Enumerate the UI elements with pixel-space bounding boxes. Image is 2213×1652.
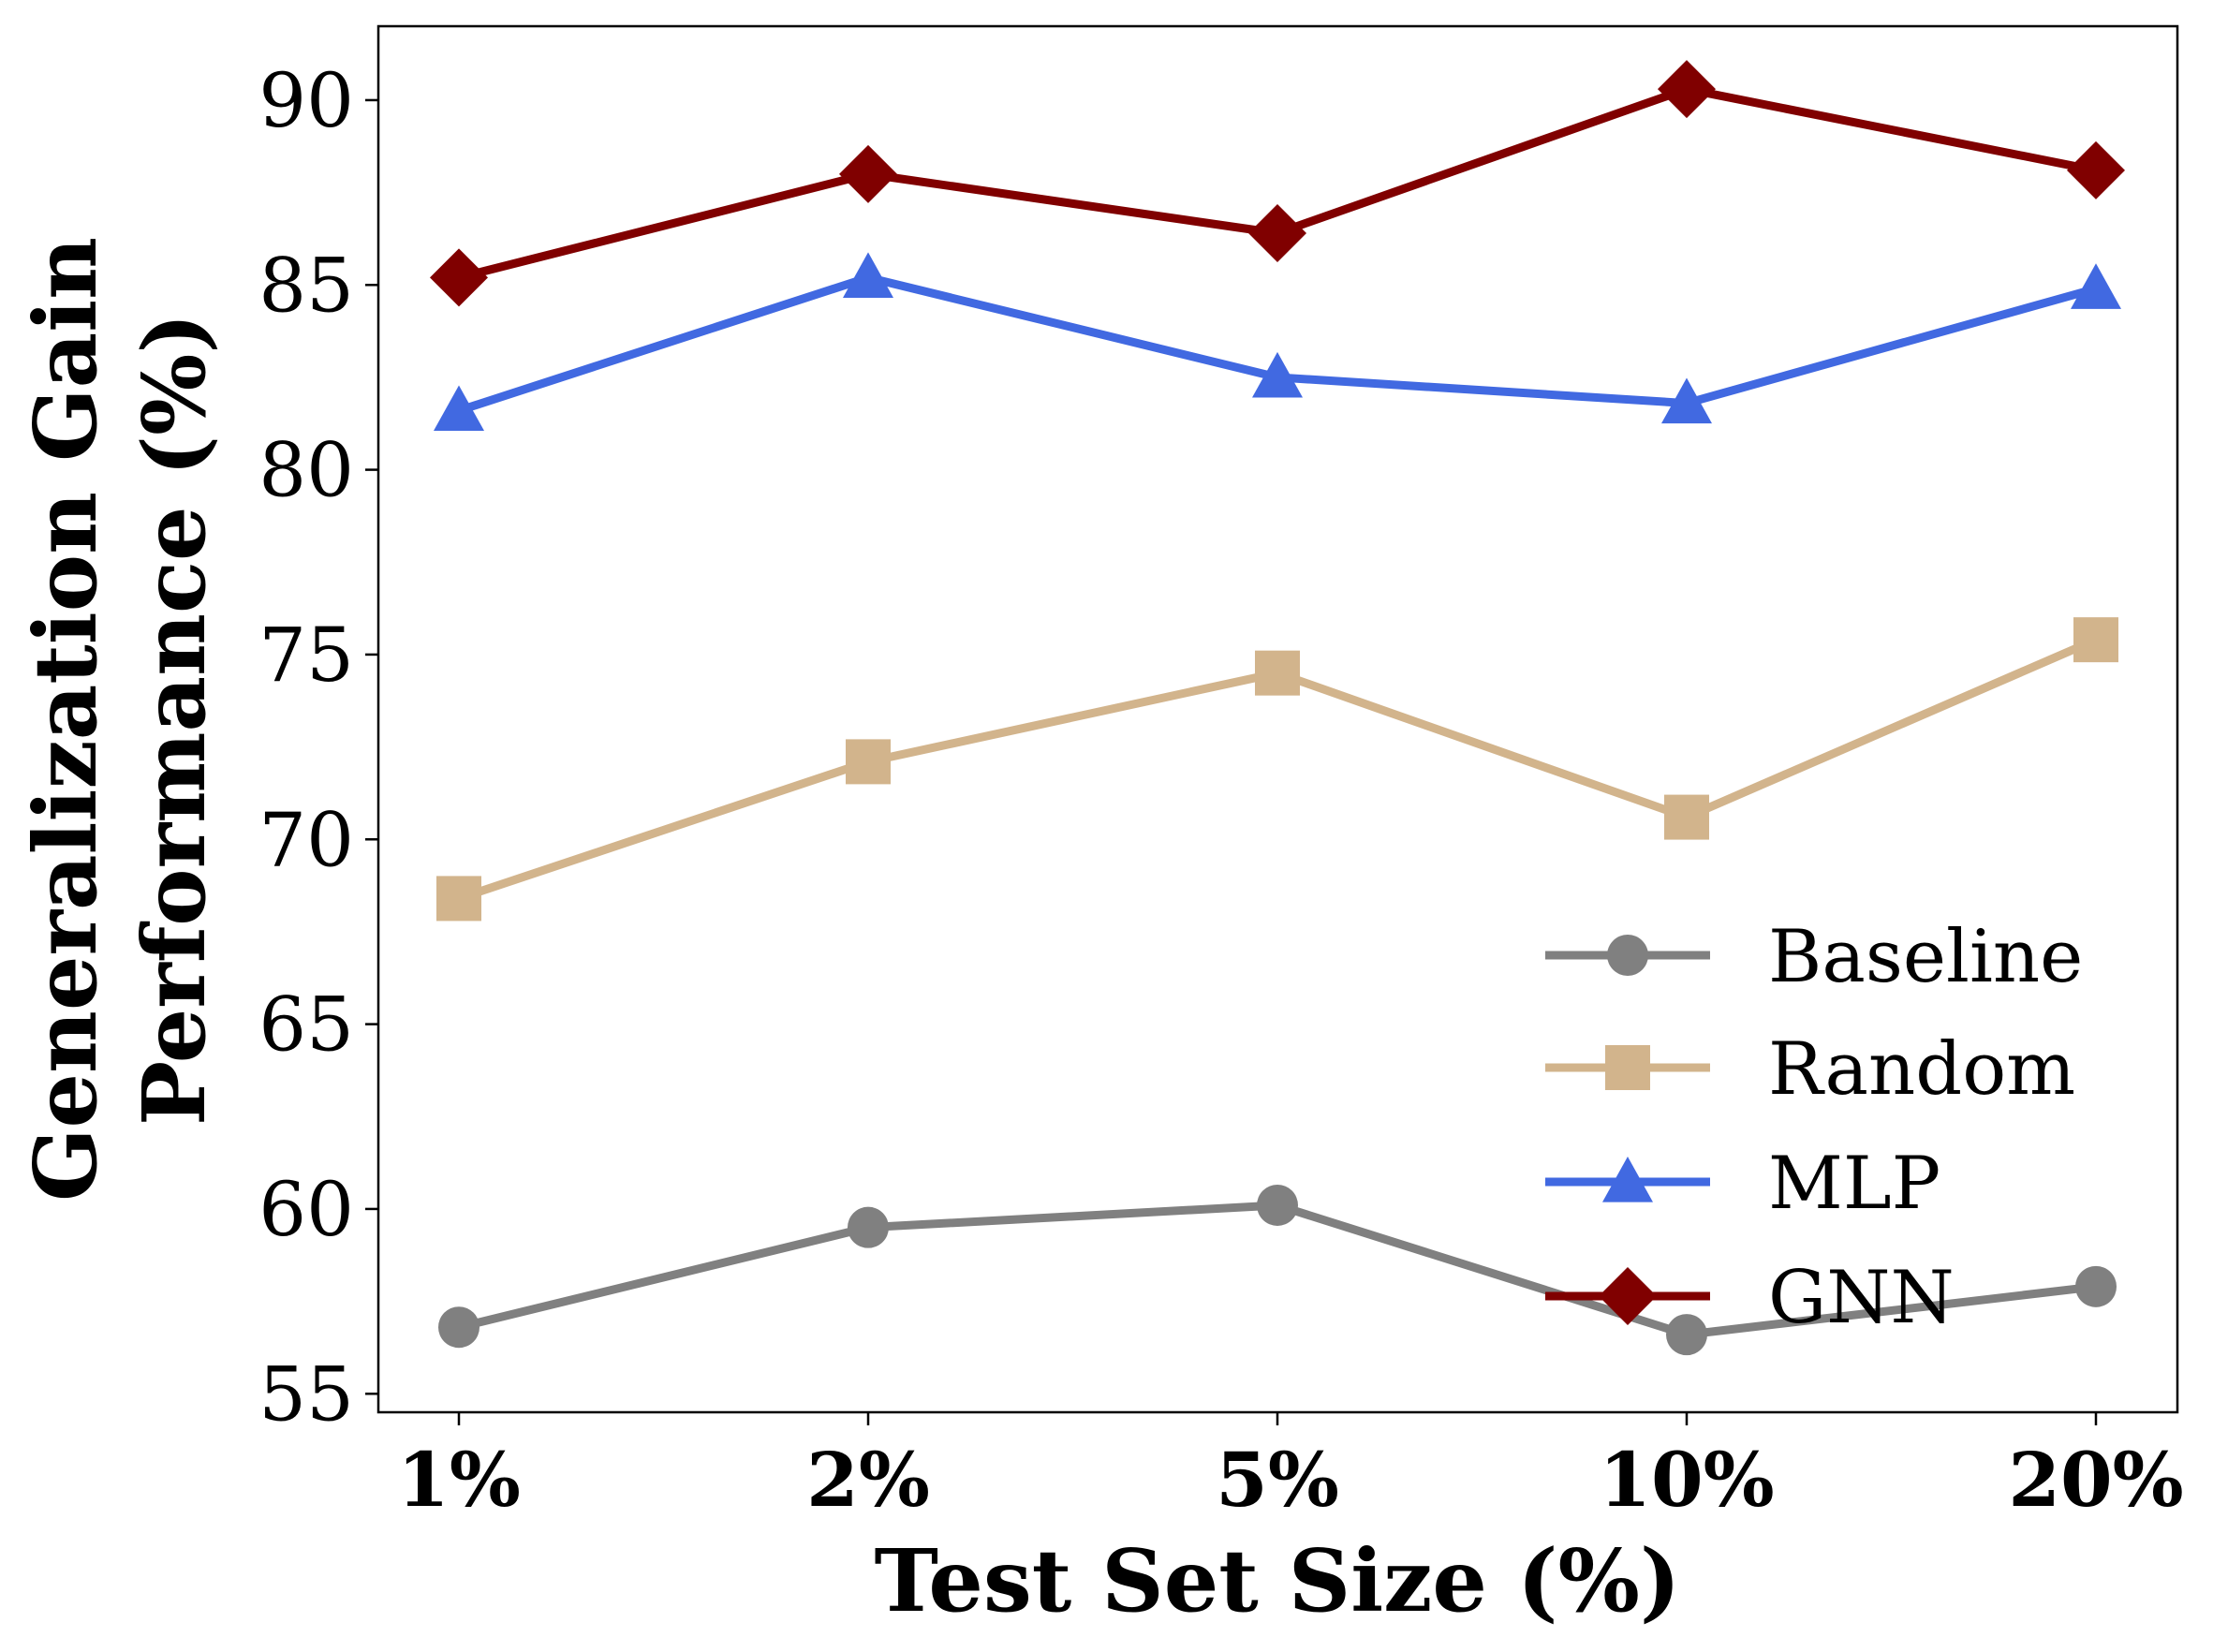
data-point-mlp [1661, 377, 1712, 424]
data-point-gnn [430, 248, 488, 307]
data-point-baseline [848, 1206, 889, 1248]
y-axis-title-line-2: Performance (%) [124, 313, 225, 1126]
data-point-baseline [1666, 1314, 1707, 1356]
data-point-mlp [1252, 351, 1303, 398]
legend-label-gnn: GNN [1768, 1256, 1955, 1340]
x-axis-title: Test Set Size (%) [875, 1530, 1681, 1631]
y-axis-title-line-1: Generalization Gain [15, 237, 116, 1202]
x-tick-label: 20% [2008, 1436, 2183, 1524]
x-tick-label: 10% [1599, 1436, 1774, 1524]
legend-marker-random [1605, 1045, 1650, 1090]
y-tick-label: 65 [258, 981, 354, 1069]
y-tick-label: 60 [258, 1166, 354, 1253]
legend-marker-mlp [1602, 1157, 1653, 1202]
legend-label-random: Random [1768, 1027, 2075, 1112]
y-tick-label: 75 [258, 612, 354, 699]
x-tick-label: 2% [806, 1436, 930, 1524]
y-tick-label: 55 [258, 1350, 354, 1438]
legend-marker-baseline [1607, 935, 1648, 976]
data-point-gnn [1248, 204, 1306, 263]
data-point-mlp [434, 385, 484, 432]
y-tick-label: 70 [258, 796, 354, 883]
data-point-gnn [1658, 60, 1716, 119]
legend-label-mlp: MLP [1768, 1142, 1940, 1226]
y-tick-label: 90 [258, 57, 354, 144]
data-point-random [846, 739, 891, 785]
data-point-random [436, 876, 481, 922]
x-tick-label: 1% [397, 1436, 521, 1524]
data-point-mlp [843, 252, 893, 298]
legend-marker-gnn [1599, 1267, 1657, 1325]
data-point-random [2073, 617, 2118, 663]
data-point-gnn [839, 144, 897, 203]
plot-area [430, 60, 2125, 1356]
data-point-mlp [2071, 263, 2121, 309]
legend-label-baseline: Baseline [1768, 915, 2083, 999]
data-point-random [1255, 650, 1300, 696]
data-point-gnn [2067, 140, 2125, 199]
data-point-baseline [438, 1306, 479, 1349]
data-point-random [1664, 794, 1709, 840]
legend: Baseline Random MLP GNN [1545, 915, 2083, 1340]
y-axis: 55 60 65 70 75 80 85 90 [258, 57, 378, 1438]
data-point-baseline [1257, 1184, 1298, 1226]
y-tick-label: 85 [258, 242, 354, 329]
data-point-baseline [2075, 1265, 2117, 1307]
y-tick-label: 80 [258, 427, 354, 514]
x-tick-label: 5% [1216, 1436, 1339, 1524]
x-axis: 1% 2% 5% 10% 20% [397, 1412, 2184, 1524]
